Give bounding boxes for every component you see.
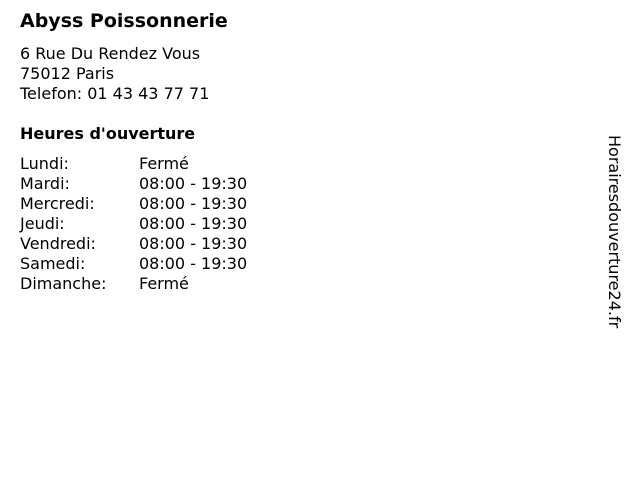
- day: Mardi:: [20, 174, 70, 193]
- watermark: Horairesdouverture24.fr: [605, 135, 624, 329]
- day: Jeudi:: [20, 214, 65, 233]
- business-name: Abyss Poissonnerie: [20, 10, 228, 32]
- city: 75012 Paris: [20, 64, 115, 83]
- hours-row: Samedi: 08:00 - 19:30: [20, 254, 247, 274]
- time: Fermé: [139, 274, 189, 293]
- phone: Telefon: 01 43 43 77 71: [20, 84, 210, 103]
- time: 08:00 - 19:30: [139, 214, 248, 233]
- hours-heading: Heures d'ouverture: [20, 124, 196, 143]
- hours-row: Vendredi: 08:00 - 19:30: [20, 234, 247, 254]
- day: Dimanche:: [20, 274, 107, 293]
- day: Mercredi:: [20, 194, 95, 213]
- day: Samedi:: [20, 254, 86, 273]
- time: 08:00 - 19:30: [139, 234, 248, 253]
- day: Vendredi:: [20, 234, 96, 253]
- time: Fermé: [139, 154, 189, 173]
- time: 08:00 - 19:30: [139, 254, 248, 273]
- hours-row: Mardi: 08:00 - 19:30: [20, 174, 247, 194]
- street: 6 Rue Du Rendez Vous: [20, 44, 201, 63]
- hours-row: Jeudi: 08:00 - 19:30: [20, 214, 247, 234]
- hours-row: Lundi: Fermé: [20, 154, 247, 174]
- time: 08:00 - 19:30: [139, 174, 248, 193]
- time: 08:00 - 19:30: [139, 194, 248, 213]
- hours-table: Lundi: Fermé Mardi: 08:00 - 19:30 Mercredi…: [20, 154, 247, 294]
- day: Lundi:: [20, 154, 69, 173]
- address-block: 6 Rue Du Rendez Vous 75012 Paris Telefon…: [20, 44, 209, 104]
- hours-row: Mercredi: 08:00 - 19:30: [20, 194, 247, 214]
- hours-row: Dimanche: Fermé: [20, 274, 247, 294]
